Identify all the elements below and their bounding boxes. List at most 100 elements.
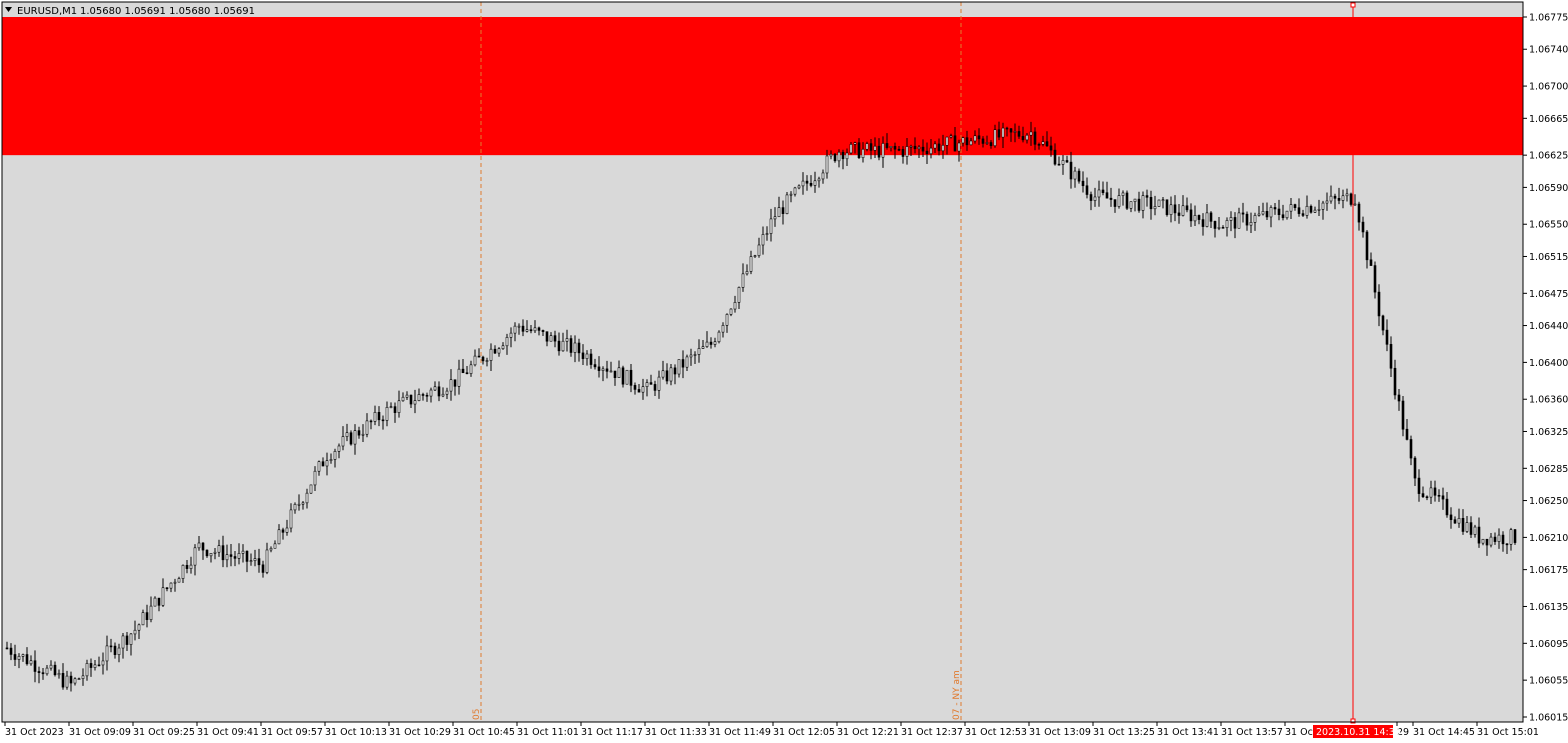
candle	[793, 186, 797, 197]
candle	[397, 390, 401, 418]
candle-body	[1057, 163, 1061, 166]
candle-body	[1429, 487, 1433, 498]
triangle-down-icon[interactable]	[5, 7, 12, 12]
candle	[877, 138, 881, 161]
supply-zone[interactable]	[2, 17, 1523, 156]
crosshair-handle-top[interactable]	[1350, 2, 1356, 8]
candle	[917, 145, 921, 159]
candle-body	[597, 366, 601, 371]
time-axis[interactable]: 31 Oct 2023 31 Oct 09:09 31 Oct 09:25 31 Oc…	[4, 722, 1539, 738]
candle-body	[397, 400, 401, 413]
candle	[369, 419, 373, 430]
candle-body	[197, 542, 201, 549]
candle	[1093, 187, 1097, 207]
candle	[257, 548, 261, 573]
candle	[165, 587, 169, 592]
crosshair-handle-bottom[interactable]	[1350, 718, 1356, 724]
candle	[1073, 166, 1077, 188]
candle	[665, 363, 669, 385]
candle	[285, 519, 289, 536]
candle	[1209, 211, 1213, 228]
candle	[945, 136, 949, 155]
candle-body	[901, 149, 905, 157]
candle	[857, 138, 861, 159]
candle	[533, 320, 537, 334]
candle	[733, 295, 737, 313]
candle-body	[465, 372, 469, 375]
y-tick-label: 1.06360	[1529, 395, 1568, 406]
candle-body	[141, 612, 145, 626]
candle	[1041, 135, 1045, 147]
candle	[1289, 197, 1293, 219]
candle	[1365, 229, 1369, 269]
candle	[1117, 188, 1121, 209]
candle-body	[609, 370, 613, 373]
candle-body	[445, 390, 449, 395]
candle	[349, 430, 353, 446]
candle-body	[113, 645, 117, 655]
candle-body	[77, 678, 81, 680]
candle-body	[705, 341, 709, 347]
candle	[889, 146, 893, 152]
candle	[705, 331, 709, 348]
candle	[881, 136, 885, 168]
x-tick-label: 31 Oct 12:21	[837, 727, 899, 738]
candle	[829, 150, 833, 160]
candle	[237, 543, 241, 565]
candle	[161, 578, 165, 607]
candle-body	[1401, 400, 1405, 430]
candle-body	[1137, 198, 1141, 211]
candle	[1465, 516, 1469, 533]
crosshair-time-label-bg	[1313, 725, 1393, 738]
candle	[1333, 193, 1337, 210]
candle-body	[1241, 212, 1245, 215]
candle	[1441, 487, 1445, 510]
candle-body	[977, 135, 981, 140]
candle-body	[1329, 195, 1333, 202]
candle	[1473, 524, 1477, 538]
candle	[1429, 480, 1433, 504]
candle	[301, 501, 305, 510]
price-axis[interactable]: 1.06775 1.06740 1.06700 1.06665 1.06625 1.065…	[1523, 13, 1568, 724]
candle-body	[745, 271, 749, 275]
x-tick-label: 31 Oct 15:01	[1477, 727, 1539, 738]
candle	[1293, 203, 1297, 211]
candle-body	[549, 335, 553, 342]
candle-body	[389, 406, 393, 408]
candle	[497, 347, 501, 357]
candle-body	[421, 394, 425, 396]
candle	[221, 535, 225, 568]
candle-body	[1017, 131, 1021, 137]
candle	[1021, 126, 1025, 143]
candle	[629, 363, 633, 393]
candle-body	[1501, 534, 1505, 545]
candle	[929, 139, 933, 159]
y-tick-label: 1.06665	[1529, 114, 1568, 125]
candle	[777, 196, 781, 218]
candle-body	[577, 342, 581, 354]
candle	[1325, 192, 1329, 211]
candle	[701, 340, 705, 349]
candle-body	[1201, 219, 1205, 227]
candle	[281, 527, 285, 540]
candle	[465, 365, 469, 375]
candle	[821, 169, 825, 184]
candle-body	[969, 140, 973, 146]
candle-body	[341, 436, 345, 447]
candle-body	[613, 370, 617, 378]
chart-header: EURUSD,M1 1.05680 1.05691 1.05680 1.0569…	[5, 6, 255, 17]
candle-body	[837, 151, 841, 162]
candle-body	[993, 129, 997, 147]
candle	[833, 152, 837, 163]
candle-body	[1489, 536, 1493, 546]
candle-body	[601, 368, 605, 371]
candle-body	[917, 146, 921, 150]
candle-body	[1213, 221, 1217, 229]
candle-body	[1121, 192, 1125, 196]
x-tick-label: 31 Oct 13:25	[1093, 727, 1155, 738]
candle	[1153, 195, 1157, 216]
candle-body	[457, 368, 461, 387]
candle	[641, 378, 645, 400]
